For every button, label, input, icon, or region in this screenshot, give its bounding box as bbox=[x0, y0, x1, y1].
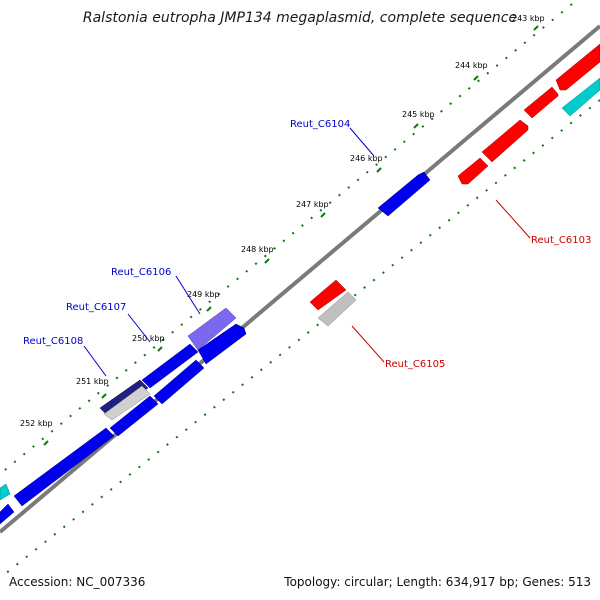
outer-tick-ring bbox=[0, 3, 573, 475]
gene-feature-blue bbox=[377, 171, 431, 217]
gene-feature-blue bbox=[13, 427, 115, 507]
gene-feature-cyan bbox=[561, 77, 600, 117]
gene-feature-blue bbox=[141, 343, 199, 389]
gene-feature-blue bbox=[153, 359, 205, 405]
tick-label: 243 kbp bbox=[512, 14, 545, 23]
inner-tick-ring bbox=[0, 99, 600, 579]
gene-label-reut-c6105[interactable]: Reut_C6105 bbox=[385, 359, 445, 370]
forward-strand-features bbox=[309, 43, 600, 327]
tick-label: 245 kbp bbox=[402, 110, 435, 119]
gene-label-reut-c6108[interactable]: Reut_C6108 bbox=[23, 336, 83, 347]
tick-label: 250 kbp bbox=[132, 334, 165, 343]
gene-feature-red bbox=[457, 157, 489, 185]
tick-label: 249 kbp bbox=[187, 290, 220, 299]
accession-text: Accession: NC_007336 bbox=[9, 575, 145, 589]
gene-feature-blue bbox=[197, 323, 247, 365]
backbone-line bbox=[0, 24, 600, 534]
gene-label-reut-c6106[interactable]: Reut_C6106 bbox=[111, 267, 171, 278]
tick-label: 247 kbp bbox=[296, 200, 329, 209]
label-leader-lines bbox=[83, 127, 531, 377]
gene-feature-gray bbox=[317, 291, 357, 327]
gene-feature-cyan bbox=[0, 483, 11, 501]
gene-feature-red bbox=[555, 43, 600, 91]
tick-label: 252 kbp bbox=[20, 419, 53, 428]
gene-label-reut-c6103[interactable]: Reut_C6103 bbox=[531, 235, 591, 246]
gene-feature-red bbox=[523, 86, 559, 119]
gene-label-reut-c6107[interactable]: Reut_C6107 bbox=[66, 302, 126, 313]
summary-text: Topology: circular; Length: 634,917 bp; … bbox=[283, 575, 591, 589]
map-title: Ralstonia eutropha JMP134 megaplasmid, c… bbox=[83, 10, 517, 26]
tick-label: 248 kbp bbox=[241, 245, 274, 254]
tick-label: 251 kbp bbox=[76, 377, 109, 386]
gene-label-reut-c6104[interactable]: Reut_C6104 bbox=[290, 119, 350, 130]
major-ticks bbox=[43, 25, 539, 446]
gene-feature-gray bbox=[103, 385, 151, 421]
gene-feature-blue bbox=[0, 503, 15, 525]
gene-feature-red bbox=[309, 279, 347, 311]
tick-label: 244 kbp bbox=[455, 61, 488, 70]
gene-feature-purple bbox=[187, 307, 237, 351]
gene-feature-red bbox=[481, 119, 529, 163]
gene-feature-blue bbox=[109, 395, 159, 437]
tick-label: 246 kbp bbox=[350, 154, 383, 163]
reverse-strand-features bbox=[0, 171, 431, 525]
